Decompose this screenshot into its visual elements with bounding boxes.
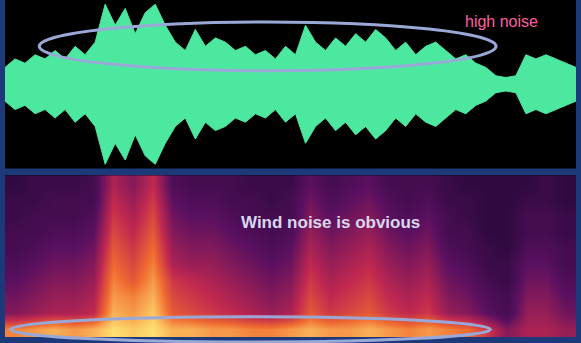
svg-text:high noise: high noise — [465, 13, 538, 30]
svg-text:Wind noise is obvious: Wind noise is obvious — [241, 213, 420, 232]
